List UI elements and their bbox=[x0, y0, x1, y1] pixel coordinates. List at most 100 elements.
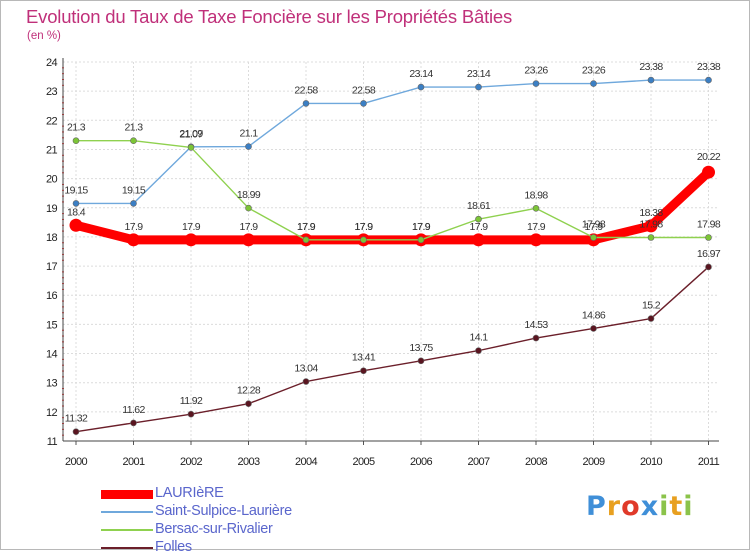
x-tick-label: 2001 bbox=[122, 456, 145, 468]
data-point bbox=[532, 80, 540, 87]
data-label: 13.41 bbox=[352, 352, 376, 364]
y-tick-label: 23 bbox=[46, 86, 58, 98]
data-label: 19.15 bbox=[122, 184, 146, 196]
data-point bbox=[590, 325, 597, 332]
data-point bbox=[532, 205, 540, 212]
data-label: 17.9 bbox=[469, 221, 488, 233]
data-label: 19.15 bbox=[64, 184, 88, 196]
data-point bbox=[130, 419, 137, 427]
x-tick-label: 2011 bbox=[698, 456, 720, 468]
logo-letter: o bbox=[621, 491, 641, 522]
data-point bbox=[72, 137, 80, 145]
data-label: 11.92 bbox=[180, 395, 203, 407]
y-tick-label: 13 bbox=[46, 378, 58, 390]
data-label: 20.22 bbox=[697, 151, 721, 163]
data-point bbox=[702, 165, 715, 179]
data-label: 23.14 bbox=[409, 68, 433, 80]
data-point bbox=[302, 378, 310, 385]
y-tick-label: 21 bbox=[46, 144, 58, 156]
data-label: 16.97 bbox=[697, 248, 721, 260]
data-label: 18.61 bbox=[467, 200, 491, 212]
data-label: 17.9 bbox=[297, 221, 316, 233]
legend-label: LAURIèRE bbox=[155, 485, 224, 501]
data-point bbox=[360, 100, 367, 107]
data-point bbox=[184, 233, 198, 247]
legend-label: Folles bbox=[155, 539, 192, 555]
x-tick-label: 2002 bbox=[180, 456, 203, 468]
data-point bbox=[705, 263, 712, 271]
data-label: 21.3 bbox=[67, 122, 86, 134]
y-tick-label: 19 bbox=[46, 203, 58, 215]
data-point bbox=[417, 357, 425, 365]
series-line-0 bbox=[71, 167, 713, 245]
x-tick-label: 2003 bbox=[237, 456, 260, 468]
y-tick-label: 14 bbox=[46, 349, 58, 361]
data-point bbox=[705, 234, 712, 241]
y-tick-label: 18 bbox=[46, 232, 58, 244]
data-point bbox=[130, 137, 137, 145]
data-label: 23.14 bbox=[467, 68, 491, 80]
data-label: 13.04 bbox=[294, 363, 318, 375]
data-point bbox=[72, 428, 80, 435]
data-label: 17.98 bbox=[639, 219, 663, 231]
legend-swatch bbox=[101, 529, 153, 531]
data-point bbox=[417, 83, 425, 91]
y-tick-label: 16 bbox=[46, 290, 58, 302]
data-label: 17.9 bbox=[182, 221, 201, 233]
data-label: 17.98 bbox=[582, 219, 606, 231]
data-label: 14.86 bbox=[582, 309, 606, 321]
y-tick-label: 12 bbox=[46, 407, 58, 419]
x-tick-label: 2009 bbox=[582, 456, 605, 468]
legend-label: Saint-Sulpice-Laurière bbox=[155, 503, 292, 519]
legend-item: LAURIèRE bbox=[101, 485, 361, 503]
data-point bbox=[245, 204, 252, 212]
x-tick-label: 2004 bbox=[295, 456, 318, 468]
data-point bbox=[475, 215, 482, 223]
data-label: 22.58 bbox=[294, 84, 318, 96]
data-label: 13.75 bbox=[409, 342, 433, 354]
x-tick-label: 2006 bbox=[410, 456, 433, 468]
y-axis-unit-label: (en %) bbox=[27, 30, 61, 42]
legend-swatch bbox=[101, 511, 153, 513]
data-label: 17.9 bbox=[239, 221, 258, 233]
data-label: 17.98 bbox=[697, 219, 721, 231]
data-point bbox=[647, 315, 655, 322]
data-point bbox=[360, 236, 367, 244]
logo-letter: x bbox=[640, 491, 660, 522]
data-label: 21.07 bbox=[179, 128, 203, 140]
logo-letter: P bbox=[586, 491, 607, 522]
data-label: 14.53 bbox=[524, 319, 548, 331]
data-label: 21.09 bbox=[179, 128, 203, 140]
x-tick-label: 2008 bbox=[525, 456, 548, 468]
data-point bbox=[130, 200, 137, 207]
data-point bbox=[302, 100, 310, 107]
data-label: 18.99 bbox=[237, 189, 261, 201]
data-label: 23.38 bbox=[639, 61, 663, 73]
data-point bbox=[72, 200, 80, 207]
data-point bbox=[242, 233, 255, 247]
data-point bbox=[245, 400, 252, 407]
data-label: 11.62 bbox=[122, 404, 145, 416]
data-point bbox=[529, 233, 543, 247]
data-label: 22.58 bbox=[352, 84, 376, 96]
y-tick-label: 17 bbox=[46, 261, 58, 273]
x-tick-label: 2007 bbox=[467, 456, 490, 468]
data-point bbox=[475, 347, 482, 354]
data-point bbox=[69, 218, 83, 232]
data-point bbox=[187, 410, 195, 418]
data-label: 17.9 bbox=[297, 221, 316, 233]
legend-item: Bersac-sur-Rivalier bbox=[101, 521, 361, 539]
data-label: 17.9 bbox=[412, 221, 431, 233]
data-label: 18.38 bbox=[639, 207, 663, 219]
legend-item: Folles bbox=[101, 539, 361, 557]
data-point bbox=[647, 76, 655, 84]
series-line-3 bbox=[75, 266, 710, 433]
legend-item: Saint-Sulpice-Laurière bbox=[101, 503, 361, 521]
data-point bbox=[644, 219, 658, 233]
data-label: 21.1 bbox=[239, 128, 258, 140]
x-tick-label: 2000 bbox=[65, 456, 88, 468]
data-point bbox=[532, 334, 540, 342]
data-label: 21.3 bbox=[124, 122, 143, 134]
data-point bbox=[302, 236, 310, 244]
